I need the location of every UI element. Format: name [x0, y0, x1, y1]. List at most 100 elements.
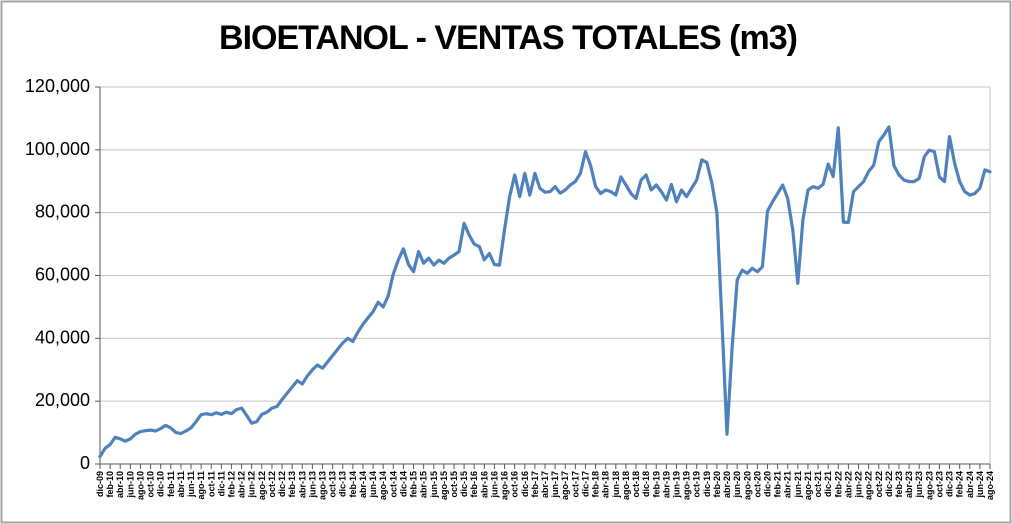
x-axis-label: oct-14	[388, 471, 398, 498]
x-axis-label: dic-17	[580, 471, 590, 497]
x-axis-label: jun-14	[368, 471, 378, 499]
x-axis-label: abr-18	[601, 471, 611, 498]
x-axis-label: jun-13	[307, 471, 317, 499]
x-axis-label: jun-22	[854, 471, 864, 499]
x-axis-label: feb-16	[469, 471, 479, 498]
x-axis-label: abr-14	[358, 471, 368, 498]
x-axis-label: jun-20	[732, 471, 742, 499]
x-axis-label: feb-21	[773, 471, 783, 498]
x-axis-label: abr-10	[115, 471, 125, 498]
x-axis-label: ago-21	[803, 471, 813, 500]
x-axis-label: oct-22	[874, 471, 884, 498]
y-axis-label: 100,000	[25, 139, 90, 159]
x-axis-label: ago-10	[135, 471, 145, 500]
y-axis-labels: 0 20,000 40,000 60,000 80,000 100,000 120,000	[25, 76, 90, 473]
x-axis-label: ago-16	[500, 471, 510, 500]
x-axis-label: abr-23	[904, 471, 914, 498]
x-axis-label: jun-18	[611, 471, 621, 499]
x-axis-label: ago-22	[864, 471, 874, 500]
x-axis-label: jun-11	[186, 471, 196, 498]
x-axis-label: abr-15	[419, 471, 429, 498]
x-axis-label: feb-20	[712, 471, 722, 498]
x-axis-label: ago-17	[560, 471, 570, 500]
x-axis-label: feb-23	[894, 471, 904, 498]
y-axis-label: 20,000	[35, 390, 90, 410]
x-axis-label: oct-18	[631, 471, 641, 498]
x-axis-label: feb-17	[530, 471, 540, 498]
x-axis-label: abr-17	[540, 471, 550, 498]
x-axis-label: ago-11	[196, 471, 206, 500]
x-axis-label: oct-19	[692, 471, 702, 498]
x-axis-label: dic-19	[702, 471, 712, 497]
x-axis-label: oct-16	[510, 471, 520, 498]
x-axis-label: abr-24	[965, 471, 975, 498]
x-axis-label: ago-18	[621, 471, 631, 500]
x-axis-label: dic-12	[277, 471, 287, 497]
x-axis-label: feb-11	[166, 471, 176, 497]
x-axis-label: abr-22	[843, 471, 853, 498]
x-axis-label: jun-19	[671, 471, 681, 499]
x-axis-label: abr-12	[237, 471, 247, 498]
x-axis-label: abr-13	[297, 471, 307, 498]
x-axis-label: dic-09	[95, 471, 105, 497]
x-axis-label: dic-22	[884, 471, 894, 497]
x-axis-label: ago-12	[257, 471, 267, 500]
y-axis-label: 60,000	[35, 265, 90, 285]
x-axis-label: dic-23	[945, 471, 955, 497]
sales-line	[98, 125, 992, 459]
x-axis-label: ago-19	[682, 471, 692, 500]
x-axis-label: jun-10	[125, 471, 135, 499]
x-axis-label: feb-14	[348, 471, 358, 498]
x-axis-label: feb-18	[591, 471, 601, 498]
x-axis-label: dic-21	[823, 471, 833, 497]
x-axis-label: dic-14	[398, 471, 408, 497]
x-axis-label: oct-21	[813, 471, 823, 498]
x-axis-label: oct-17	[570, 471, 580, 498]
x-axis-label: dic-20	[763, 471, 773, 497]
x-axis-label: dic-15	[459, 471, 469, 497]
chart-title: BIOETANOL - VENTAS TOTALES (m3)	[219, 19, 797, 57]
x-axis-label: oct-15	[449, 471, 459, 498]
x-axis-label: ago-23	[924, 471, 934, 500]
x-axis-label: dic-11	[216, 471, 226, 497]
y-axis-label: 80,000	[35, 202, 90, 222]
x-axis-label: jun-15	[429, 471, 439, 499]
x-axis-label: oct-12	[267, 471, 277, 498]
x-axis-label: oct-11	[206, 471, 216, 497]
x-axis-label: feb-22	[833, 471, 843, 498]
x-axis-label: abr-16	[479, 471, 489, 498]
data-series	[98, 125, 992, 459]
x-axis-label: dic-10	[156, 471, 166, 497]
x-axis-label: feb-19	[651, 471, 661, 498]
x-axis-label: feb-13	[287, 471, 297, 498]
x-axis-label: feb-10	[105, 471, 115, 498]
x-axis-label: jun-21	[793, 471, 803, 499]
x-axis-label: abr-21	[783, 471, 793, 498]
x-axis-label: jun-24	[975, 471, 985, 499]
x-axis	[99, 463, 991, 469]
x-axis-label: feb-12	[226, 471, 236, 498]
x-axis-label: ago-20	[742, 471, 752, 500]
x-axis-label: oct-13	[328, 471, 338, 498]
x-axis-label: dic-13	[338, 471, 348, 497]
x-axis-label: feb-24	[955, 471, 965, 498]
x-axis-label: oct-10	[146, 471, 156, 498]
x-axis-label: dic-16	[520, 471, 530, 497]
x-axis-label: jun-16	[489, 471, 499, 499]
x-axis-labels: dic-09 feb-10 abr-10 jun-10 ago-10 oct-10 dic-…	[95, 471, 995, 500]
x-axis-label: ago-15	[439, 471, 449, 500]
x-axis-label: dic-18	[641, 471, 651, 497]
x-axis-label: abr-20	[722, 471, 732, 498]
x-axis-label: abr-19	[661, 471, 671, 498]
gridlines	[100, 86, 990, 402]
y-axis-label: 120,000	[25, 76, 90, 96]
x-axis-label: oct-20	[752, 471, 762, 498]
x-axis-label: jun-17	[550, 471, 560, 499]
x-axis-label: jun-23	[914, 471, 924, 499]
y-axis	[95, 86, 101, 465]
x-axis-label: oct-23	[934, 471, 944, 498]
y-axis-label: 0	[80, 453, 90, 473]
